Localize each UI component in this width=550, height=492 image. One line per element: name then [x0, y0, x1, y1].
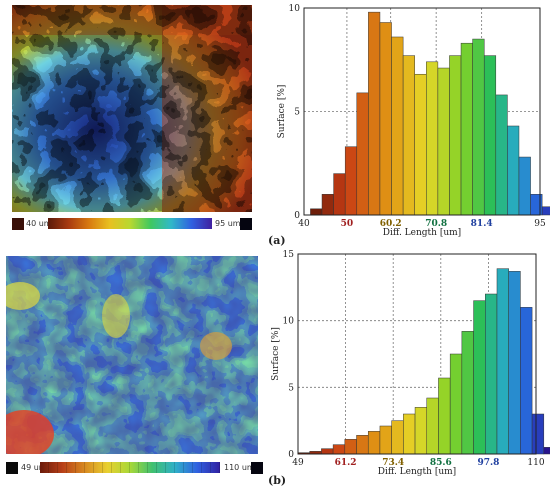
hist-a-bar	[541, 206, 550, 216]
hist-b-y-tick-label: 15	[283, 250, 295, 260]
hist-a-x-tick-label: 60.2	[380, 219, 402, 229]
hist-a-bar	[356, 92, 369, 216]
hist-b-bar	[356, 435, 369, 455]
colorbar-b-min-label: 49 um	[21, 463, 47, 472]
hist-a-bar	[449, 55, 462, 216]
colorbar-a-max-label: 95 um	[215, 219, 241, 228]
hist-b-x-tick-label: 61.2	[335, 458, 357, 468]
hist-b-bar	[520, 307, 533, 455]
colorbar-a-min-swatch	[12, 218, 24, 230]
hist-a-bar	[368, 11, 381, 216]
hist-a-bar	[379, 22, 392, 216]
hist-b-bar	[403, 413, 416, 455]
hist-b-bar	[379, 425, 392, 455]
hist-b-bar	[391, 420, 404, 455]
colorbar-a-max-swatch	[240, 218, 252, 230]
hist-b-bar	[414, 407, 428, 455]
hist-a-x-tick-label: 40	[298, 219, 310, 229]
heatmap-a	[12, 5, 252, 212]
hist-a-bar	[518, 156, 531, 216]
panel-a-label: (a)	[268, 234, 286, 247]
hist-a-bar	[483, 55, 497, 216]
hist-a-y-tick-label: 10	[289, 4, 301, 14]
hist-b-plot-frame	[297, 253, 537, 455]
hist-a-bar	[507, 125, 520, 216]
hist-b-x-tick-label: 85.6	[430, 458, 452, 468]
hist-a-bar	[391, 36, 404, 216]
hist-a-x-axis-label: Diff. Length [um]	[383, 228, 461, 238]
hist-b-bar	[508, 271, 521, 455]
hist-a-x-tick-label: 70.8	[425, 219, 447, 229]
hist-a-x-tick-label: 81.4	[471, 219, 493, 229]
hist-b-x-axis-label: Diff. Length [um]	[378, 467, 456, 477]
hist-b-x-tick-label: 73.4	[382, 458, 404, 468]
histogram-b: 49 61.2 73.4 85.6 97.8 110 0 5 10 15 Diff. Length …	[271, 250, 550, 477]
hist-b-bar	[543, 447, 550, 455]
histogram-a: 40 50 60.2 70.8 81.4 95 0 5 10 Diff. Length [um] S…	[277, 4, 550, 238]
hist-b-bar	[367, 431, 381, 455]
hist-b-y-axis-label: Surface [%]	[271, 327, 281, 381]
hist-a-bar	[321, 194, 334, 216]
hist-a-bar	[460, 42, 473, 216]
hist-b-x-tick-label: 110	[527, 458, 544, 468]
hist-a-y-tick-label: 0	[294, 211, 300, 221]
hist-a-y-tick-label: 5	[294, 108, 300, 118]
hist-a-bar	[437, 67, 450, 216]
hist-b-bar	[531, 413, 545, 455]
hist-b-y-tick-label: 10	[283, 317, 295, 327]
colorbar-a	[48, 218, 212, 229]
colorbar-a-min-label: 40 um	[26, 219, 52, 228]
hist-b-bar	[438, 377, 451, 455]
hist-b-bar	[344, 439, 357, 455]
hist-a-bar	[495, 94, 508, 216]
hist-b-x-tick-label: 97.8	[477, 458, 499, 468]
hist-b-bar	[426, 397, 439, 455]
hist-a-bar	[472, 38, 485, 216]
hist-a-bar	[344, 146, 358, 216]
panel-b-label: (b)	[268, 474, 287, 487]
hist-a-bar	[310, 208, 323, 216]
colorbar-b-max-swatch	[251, 462, 263, 474]
hist-a-bar	[333, 173, 346, 216]
hist-a-plot-frame	[303, 7, 541, 216]
hist-a-bar	[414, 73, 427, 216]
hist-a-y-axis-label: Surface [%]	[277, 85, 287, 139]
hist-b-y-tick-label: 5	[288, 383, 294, 393]
hist-b-bar	[449, 353, 463, 455]
hist-a-x-tick-label: 50	[341, 219, 354, 229]
hist-a-bar	[402, 55, 415, 216]
hist-b-bar	[461, 331, 474, 455]
hist-b-y-tick-label: 0	[288, 450, 294, 460]
hist-a-x-tick-label: 95	[534, 219, 546, 229]
hist-b-bar	[485, 293, 498, 455]
hist-b-bar	[321, 448, 334, 455]
hist-b-bar	[332, 444, 346, 455]
hist-b-x-tick-label: 49	[292, 458, 304, 468]
hist-b-bar	[496, 268, 509, 455]
heatmap-b	[6, 256, 258, 454]
hist-b-bar	[473, 300, 486, 455]
colorbar-b-max-label: 110 um	[224, 463, 255, 472]
hist-a-bar	[426, 61, 439, 216]
colorbar-b-min-swatch	[6, 462, 18, 474]
colorbar-b	[40, 462, 220, 473]
